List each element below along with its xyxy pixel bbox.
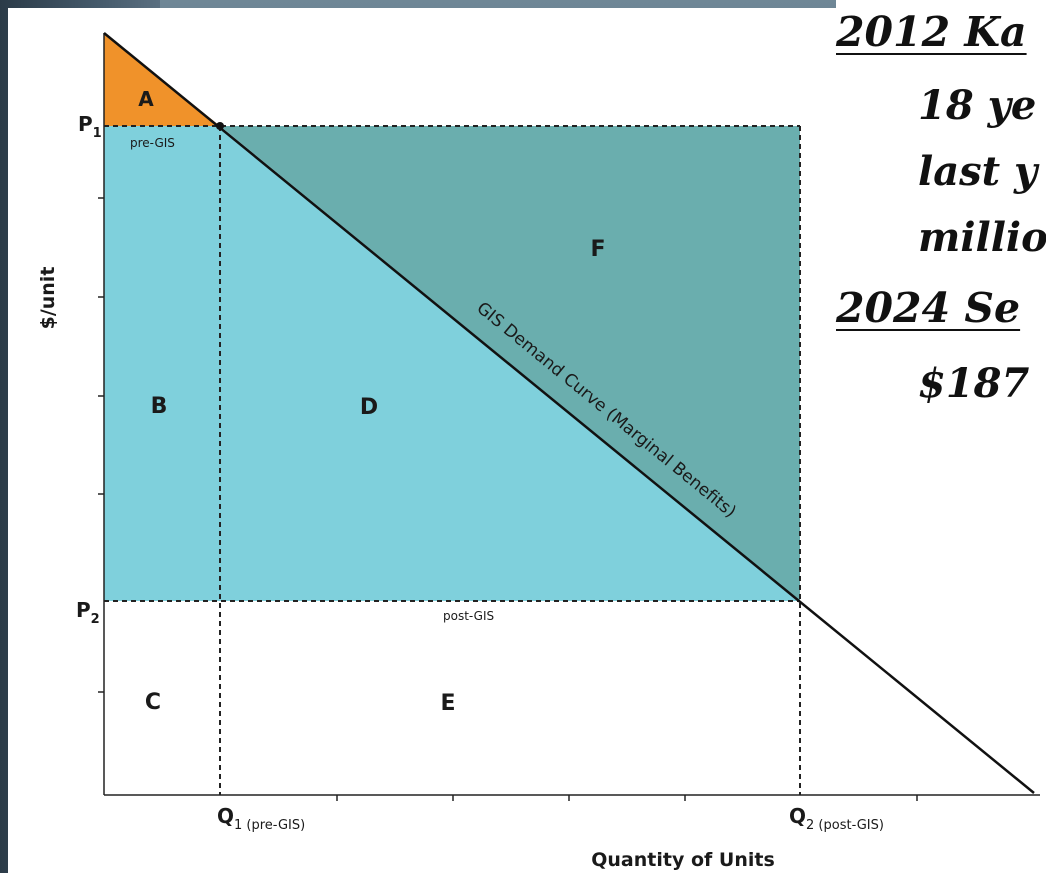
pre-gis-label: pre-GIS (130, 136, 175, 150)
side-text-line-3: last y (918, 148, 1038, 195)
region-e-label: E (440, 691, 455, 716)
region-bd-area (104, 126, 800, 601)
side-text-line-6: $187 (918, 360, 1030, 407)
text-panel (836, 0, 1046, 873)
region-c-label: C (145, 690, 161, 715)
y-axis-title: $/unit (37, 267, 59, 330)
region-a-label: A (138, 87, 154, 111)
p1-label: P1 (78, 112, 102, 141)
p2-label: P2 (76, 598, 100, 627)
region-f-label: F (590, 237, 605, 262)
post-gis-label: post-GIS (443, 609, 494, 623)
q1-label: Q1 (pre-GIS) (217, 804, 305, 833)
x-axis-title: Quantity of Units (591, 849, 775, 871)
region-b-label: B (151, 394, 168, 419)
region-d-label: D (360, 395, 378, 420)
q2-label: Q2 (post-GIS) (789, 804, 884, 833)
demand-curve (103, 32, 1035, 794)
side-heading-2024: 2024 Se (836, 284, 1021, 332)
side-text-line-4: millio (918, 214, 1046, 261)
side-heading-2012: 2012 Ka (836, 8, 1027, 56)
pre-gis-point (216, 122, 224, 130)
side-text-line-2: 18 ye (918, 82, 1037, 129)
